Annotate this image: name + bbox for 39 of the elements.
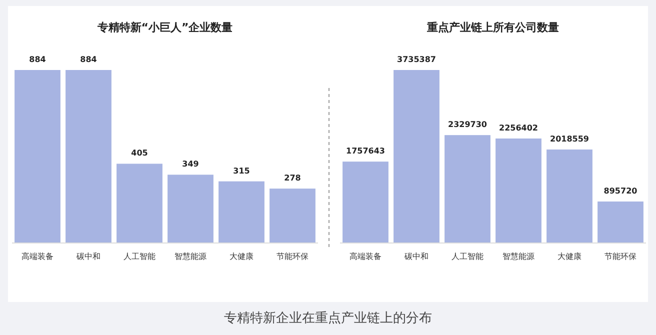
data-label: 895720 [604,186,638,196]
data-label: 884 [29,55,46,64]
bar [496,138,542,243]
data-label: 2256402 [499,123,538,132]
x-tick-label: 节能环保 [604,252,636,261]
bar [394,70,440,243]
x-tick-label: 智慧能源 [502,252,534,261]
chart-title: 重点产业链上所有公司数量 [426,21,559,34]
data-label: 405 [131,148,148,158]
x-tick-label: 碳中和 [404,252,428,261]
bar [546,150,592,243]
bar [598,202,644,243]
bar [168,174,214,243]
x-tick-label: 高端装备 [22,252,54,261]
bar [66,70,112,243]
x-tick-label: 碳中和 [76,252,100,261]
bar [342,162,388,243]
bar [14,70,60,243]
data-label: 315 [233,166,250,176]
bar [218,181,264,243]
x-tick-label: 节能环保 [276,252,308,261]
x-tick-label: 人工智能 [124,252,156,261]
x-tick-label: 人工智能 [452,252,484,261]
x-tick-label: 大健康 [230,252,254,261]
data-label: 349 [182,160,200,169]
x-tick-label: 高端装备 [350,252,382,261]
bar [116,164,162,243]
data-label: 3735387 [397,55,436,64]
x-tick-label: 智慧能源 [174,252,206,261]
data-label: 2329730 [448,120,488,130]
chart-title: 专精特新“小巨人”企业数量 [96,21,233,34]
bar [270,188,316,243]
x-tick-label: 大健康 [558,252,582,261]
data-label: 2018559 [550,134,590,144]
data-label: 884 [80,55,98,64]
data-label: 278 [284,174,302,183]
data-label: 1757643 [346,146,385,156]
text: 专精特新企业在重点产业链上的分布 [224,311,432,326]
bar [444,135,490,243]
